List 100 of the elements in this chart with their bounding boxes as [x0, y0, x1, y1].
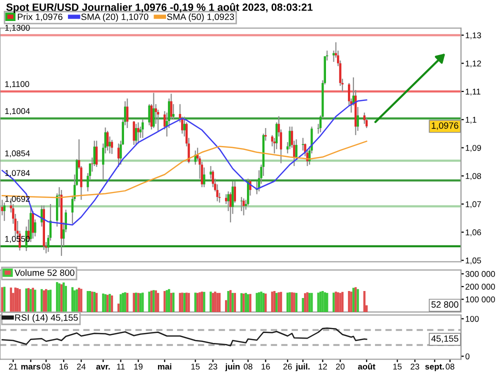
bar [264, 294, 267, 312]
x-tick-label: 20 [336, 364, 345, 370]
bar [102, 294, 104, 312]
bar [49, 290, 52, 312]
bar [88, 291, 92, 312]
y-tick-label: 1,05 [466, 258, 482, 264]
x-tick-label: mai [158, 363, 172, 370]
bar [168, 289, 170, 312]
y-tick-label: 1,08 [466, 173, 482, 180]
bar [336, 292, 340, 312]
chart-title: Spot EUR/USD Journalier 1,0976 -0,19 % 1 août 2023, 08:03:21 [6, 3, 313, 13]
bar [25, 288, 28, 312]
bar [290, 292, 294, 312]
y-tick-label: 300 000 [465, 271, 495, 277]
bar [229, 290, 232, 312]
bar [256, 292, 258, 312]
bar [30, 289, 32, 312]
bar [308, 292, 311, 312]
y-tick-label: 1,06 [466, 229, 482, 236]
line-series [2, 328, 368, 346]
ref-line-label: 1,1004 [5, 108, 30, 116]
bar [240, 293, 243, 312]
bar [227, 291, 230, 312]
candlestick [212, 170, 214, 188]
candlestick [288, 126, 291, 150]
bar [16, 288, 19, 312]
y-tick-label: 1,09 [466, 144, 481, 152]
bar [150, 290, 153, 312]
bar [56, 282, 58, 312]
bar [363, 291, 366, 312]
x-tick-label: juin [225, 363, 240, 372]
legend-label: SMA (20) 1,1070 [81, 13, 148, 22]
y-tick-label: 100 000 [466, 296, 495, 302]
x-tick-label: 15 [393, 364, 402, 370]
x-tick-label: août [358, 363, 376, 370]
bar [27, 288, 30, 312]
bar [104, 294, 106, 312]
bar [210, 292, 212, 312]
bar [34, 290, 36, 312]
bar [324, 292, 326, 312]
x-tick-label: 08 [446, 364, 454, 370]
candlestick [3, 202, 6, 222]
y-tick-label: 1,11 [466, 88, 480, 96]
bar [117, 304, 120, 312]
x-tick-label: 16 [262, 364, 270, 370]
bar [262, 292, 265, 312]
bar [110, 295, 114, 312]
bar [302, 298, 304, 312]
annotation: 45,155 [431, 335, 458, 343]
candlestick [135, 123, 138, 146]
x-tick-label: 23 [208, 364, 218, 370]
bar [350, 292, 352, 312]
bar [286, 292, 289, 312]
y-tick-label: 100 [466, 316, 479, 322]
candlestick [148, 104, 150, 126]
candlestick [132, 120, 136, 146]
bar [273, 291, 276, 312]
bar [95, 292, 98, 312]
annotation: 1,0976 [432, 122, 458, 130]
bar [156, 292, 160, 312]
annotation: 52 800 [431, 301, 458, 308]
x-tick-label: 23 [410, 364, 420, 370]
bar [86, 291, 89, 312]
bar [306, 292, 308, 312]
legend-label: Volume 52 800 [14, 269, 74, 276]
bar [132, 292, 136, 312]
y-tick-label: 1,13 [466, 32, 482, 40]
candlestick [242, 198, 245, 216]
candlestick [137, 122, 140, 144]
ref-line-label: 1,1300 [5, 24, 30, 32]
candlestick [106, 130, 109, 152]
bar [170, 292, 172, 312]
legend-label: Prix 1,0976 [18, 13, 62, 22]
candlestick [152, 92, 155, 129]
bar [246, 294, 250, 312]
ref-line-label: 1,1100 [5, 81, 30, 88]
bar [58, 283, 60, 312]
bar [186, 292, 188, 312]
bar [317, 292, 320, 312]
x-tick-label: 11 [117, 364, 125, 370]
bar [218, 292, 221, 312]
bar [71, 287, 74, 312]
legend-label: RSI (14) 45,155 [15, 314, 78, 323]
bar [196, 292, 199, 312]
y-tick-label: 200 000 [466, 284, 495, 290]
x-tick-label: sept. [425, 364, 444, 372]
bar [198, 292, 201, 312]
bar [188, 292, 190, 312]
bar [288, 292, 291, 312]
bar [62, 282, 65, 312]
candlestick [95, 140, 98, 168]
y-tick-label: 0 [465, 353, 470, 360]
x-tick-label: juil. [296, 363, 310, 372]
bar [304, 293, 306, 312]
bar [322, 291, 324, 312]
bar [225, 300, 228, 312]
bar [18, 289, 21, 312]
y-tick-label: 1,1 [466, 116, 476, 124]
candlestick [32, 210, 34, 240]
x-tick-label: 24 [77, 364, 86, 370]
